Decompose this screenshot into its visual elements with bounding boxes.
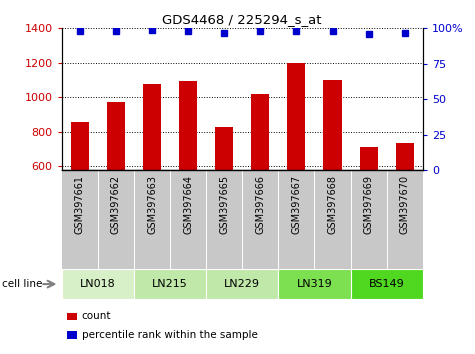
Bar — [66, 313, 77, 320]
Text: BS149: BS149 — [369, 279, 405, 289]
Text: LN215: LN215 — [152, 279, 188, 289]
Bar — [71, 121, 89, 270]
Title: GDS4468 / 225294_s_at: GDS4468 / 225294_s_at — [162, 13, 322, 26]
Text: count: count — [82, 312, 111, 321]
Bar — [396, 143, 414, 270]
Text: GSM397662: GSM397662 — [111, 175, 121, 234]
Text: cell line: cell line — [2, 279, 43, 289]
Bar — [360, 147, 378, 270]
Text: GSM397665: GSM397665 — [219, 175, 229, 234]
Bar — [351, 269, 423, 299]
Bar — [62, 269, 134, 299]
Bar — [134, 269, 206, 299]
Bar — [206, 269, 278, 299]
Text: GSM397664: GSM397664 — [183, 175, 193, 234]
Bar — [278, 269, 351, 299]
Text: LN319: LN319 — [296, 279, 332, 289]
Text: GSM397663: GSM397663 — [147, 175, 157, 234]
Text: LN229: LN229 — [224, 279, 260, 289]
Text: percentile rank within the sample: percentile rank within the sample — [82, 330, 257, 340]
Bar — [143, 84, 161, 270]
Bar — [179, 81, 197, 270]
Text: GSM397668: GSM397668 — [327, 175, 338, 234]
Bar — [107, 102, 125, 270]
Text: GSM397669: GSM397669 — [363, 175, 374, 234]
Text: GSM397670: GSM397670 — [399, 175, 410, 234]
Bar — [66, 331, 77, 339]
Bar — [323, 80, 342, 270]
Text: GSM397666: GSM397666 — [255, 175, 266, 234]
Bar — [215, 127, 233, 270]
Text: GSM397661: GSM397661 — [75, 175, 85, 234]
Text: GSM397667: GSM397667 — [291, 175, 302, 234]
Text: LN018: LN018 — [80, 279, 116, 289]
Bar — [287, 63, 305, 270]
Bar — [251, 94, 269, 270]
